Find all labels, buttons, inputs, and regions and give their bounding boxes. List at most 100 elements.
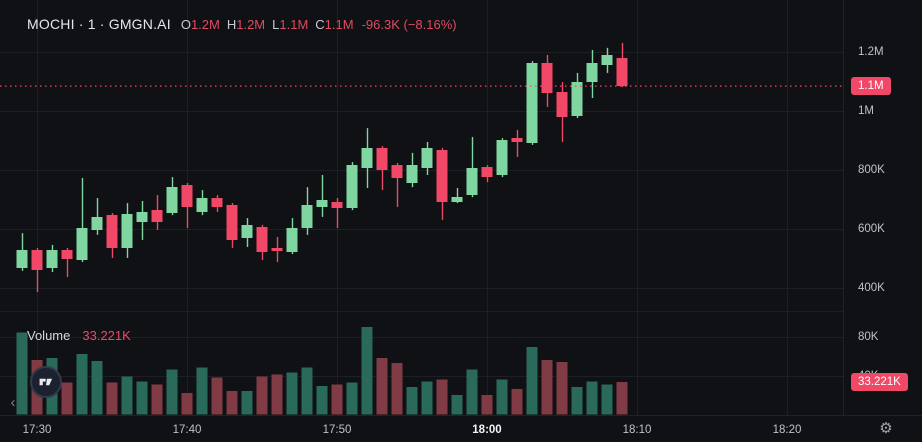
volume-bar xyxy=(286,372,298,415)
candle-body xyxy=(451,197,463,203)
time-tick-label: 17:50 xyxy=(322,423,352,436)
price-change: -96.3K (−8.16%) xyxy=(361,16,457,32)
candle-body xyxy=(76,228,88,260)
candle-body xyxy=(361,147,373,168)
candle-body xyxy=(436,149,448,203)
volume-bar xyxy=(106,382,118,415)
candle-body xyxy=(271,247,283,252)
open-value: 1.2M xyxy=(190,16,220,32)
candle-body xyxy=(61,249,73,260)
candlestick-chart[interactable] xyxy=(0,0,843,415)
candle-body xyxy=(286,228,298,253)
volume-bar xyxy=(451,395,463,415)
volume-bar xyxy=(511,389,523,415)
candle-body xyxy=(601,54,613,65)
tradingview-glyph xyxy=(39,378,53,386)
volume-bar xyxy=(196,367,208,415)
pane-separator[interactable] xyxy=(0,311,922,312)
candle-body xyxy=(316,200,328,207)
volume-bar xyxy=(436,379,448,415)
volume-bar xyxy=(376,357,388,415)
time-tick-label: 17:30 xyxy=(22,423,52,436)
volume-bar xyxy=(271,374,283,415)
candle-body xyxy=(106,215,118,248)
volume-legend: Volume 33.221K xyxy=(27,328,131,343)
candle-body xyxy=(151,210,163,222)
tradingview-logo[interactable] xyxy=(30,366,62,398)
volume-bar xyxy=(301,367,313,415)
current-volume-badge: 33.221K xyxy=(851,373,908,392)
volume-bar xyxy=(16,332,28,415)
volume-bar xyxy=(541,359,553,415)
ohlc-values: O1.2M H1.2M L1.1M C1.1M xyxy=(181,17,361,32)
volume-bar xyxy=(331,384,343,415)
price-tick-label: 800K xyxy=(858,164,885,176)
volume-bar xyxy=(586,381,598,415)
price-axis[interactable]: 40K80K400K600K800K1M1.2M 1.1M 33.221K xyxy=(843,0,922,415)
candle-body xyxy=(301,205,313,229)
candle-body xyxy=(91,216,103,230)
volume-bar xyxy=(496,379,508,415)
candle-body xyxy=(196,198,208,212)
volume-bar xyxy=(136,381,148,415)
low-label: L xyxy=(272,16,280,32)
time-axis[interactable]: 17:30 17:40 17:50 18:00 18:10 18:20 xyxy=(0,415,922,442)
candle-body xyxy=(256,226,268,253)
settings-gear-icon[interactable]: ⚙ xyxy=(879,420,893,437)
volume-bar xyxy=(346,382,358,415)
current-price-badge: 1.1M xyxy=(851,77,891,96)
volume-bar xyxy=(316,386,328,415)
volume-bar xyxy=(211,377,223,415)
candle-body xyxy=(211,198,223,207)
candle-body xyxy=(466,167,478,196)
volume-bar xyxy=(466,369,478,415)
candle-body xyxy=(481,167,493,178)
chevron-left-icon[interactable]: ‹ xyxy=(10,394,16,411)
candle-body xyxy=(46,249,58,268)
volume-bar xyxy=(406,387,418,415)
candle-body xyxy=(241,224,253,238)
candle-body xyxy=(541,62,553,94)
volume-bar xyxy=(241,391,253,415)
candle-body xyxy=(571,82,583,117)
volume-bar xyxy=(481,395,493,415)
volume-bar xyxy=(421,381,433,415)
volume-value: 33.221K xyxy=(82,328,131,343)
open-label: O xyxy=(180,16,191,32)
volume-bar xyxy=(601,384,613,415)
volume-bar xyxy=(151,384,163,415)
candle-body xyxy=(421,147,433,168)
volume-bar xyxy=(121,376,133,415)
candle-body xyxy=(121,213,133,248)
volume-bar xyxy=(91,360,103,415)
candle-body xyxy=(346,164,358,209)
candle-body xyxy=(331,202,343,209)
volume-bar xyxy=(556,361,568,415)
volume-bar xyxy=(76,354,88,415)
candle-body xyxy=(391,164,403,178)
candle-body xyxy=(226,205,238,240)
time-tick-label: 18:20 xyxy=(772,423,802,436)
candle-body xyxy=(181,185,193,207)
volume-tick-label: 80K xyxy=(858,330,879,343)
candle-body xyxy=(496,139,508,176)
candle-body xyxy=(31,249,43,271)
candle-body xyxy=(586,62,598,83)
volume-bar xyxy=(61,382,73,415)
close-label: C xyxy=(315,16,325,32)
candle-body xyxy=(16,249,28,268)
volume-bar xyxy=(571,387,583,415)
low-value: 1.1M xyxy=(279,16,309,32)
high-value: 1.2M xyxy=(236,16,266,32)
price-tick-label: 400K xyxy=(858,282,885,294)
candle-body xyxy=(376,147,388,170)
candle-body xyxy=(556,92,568,117)
volume-bar xyxy=(391,362,403,415)
candle-body xyxy=(406,164,418,183)
price-tick-label: 1.2M xyxy=(858,46,884,58)
price-tick-label: 1M xyxy=(858,105,874,117)
volume-bar xyxy=(256,376,268,415)
time-tick-label: 18:10 xyxy=(622,423,652,436)
candle-body xyxy=(166,187,178,214)
